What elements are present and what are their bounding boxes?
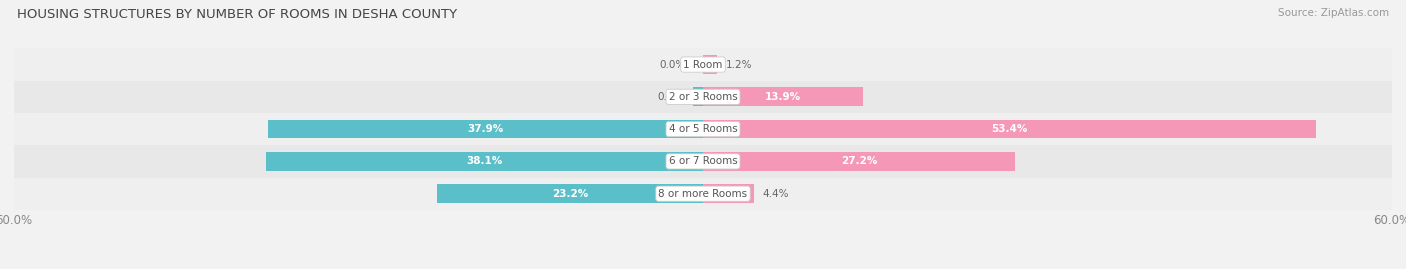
Bar — [14, 48, 1392, 81]
Text: 6 or 7 Rooms: 6 or 7 Rooms — [669, 156, 737, 167]
Text: 0.9%: 0.9% — [657, 92, 683, 102]
Text: HOUSING STRUCTURES BY NUMBER OF ROOMS IN DESHA COUNTY: HOUSING STRUCTURES BY NUMBER OF ROOMS IN… — [17, 8, 457, 21]
Text: 4.4%: 4.4% — [762, 189, 789, 199]
Text: 27.2%: 27.2% — [841, 156, 877, 167]
Text: 0.0%: 0.0% — [659, 59, 686, 70]
Bar — [266, 152, 703, 171]
Text: 37.9%: 37.9% — [467, 124, 503, 134]
Text: 2 or 3 Rooms: 2 or 3 Rooms — [669, 92, 737, 102]
Bar — [14, 178, 1392, 210]
Bar — [267, 120, 703, 139]
Text: 1 Room: 1 Room — [683, 59, 723, 70]
Bar — [703, 87, 863, 106]
Bar — [703, 152, 1015, 171]
Text: 1.2%: 1.2% — [725, 59, 752, 70]
Bar — [693, 87, 703, 106]
Text: Source: ZipAtlas.com: Source: ZipAtlas.com — [1278, 8, 1389, 18]
Text: 53.4%: 53.4% — [991, 124, 1028, 134]
Bar — [14, 81, 1392, 113]
Bar — [14, 113, 1392, 145]
Text: 8 or more Rooms: 8 or more Rooms — [658, 189, 748, 199]
Text: 13.9%: 13.9% — [765, 92, 801, 102]
Text: 38.1%: 38.1% — [467, 156, 502, 167]
Bar — [703, 184, 754, 203]
Bar — [703, 55, 717, 74]
Bar — [703, 120, 1316, 139]
Text: 23.2%: 23.2% — [551, 189, 588, 199]
Text: 4 or 5 Rooms: 4 or 5 Rooms — [669, 124, 737, 134]
Bar — [437, 184, 703, 203]
Bar — [14, 145, 1392, 178]
